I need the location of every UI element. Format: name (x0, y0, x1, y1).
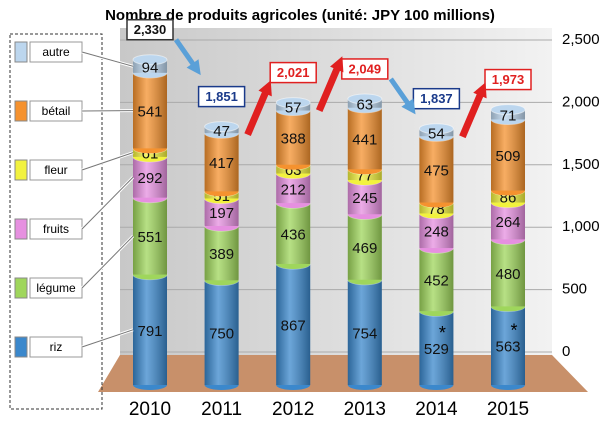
data-label: 436 (281, 227, 306, 244)
data-label: 563 (495, 339, 520, 356)
legend-label: bétail (42, 104, 71, 118)
x-tick-label: 2013 (344, 399, 386, 420)
annotation: * (510, 320, 517, 340)
annotation: * (439, 323, 446, 343)
data-label: 197 (209, 205, 234, 222)
legend-swatch (15, 219, 27, 239)
x-tick-label: 2012 (272, 399, 314, 420)
legend-swatch (15, 160, 27, 180)
legend-label: autre (42, 45, 70, 59)
legend-label: légume (36, 281, 76, 295)
data-label: 63 (356, 96, 373, 113)
data-label: 867 (281, 317, 306, 334)
y-tick-label: 0 (562, 343, 570, 360)
data-label: 71 (500, 107, 517, 124)
data-label: 541 (137, 104, 162, 121)
data-label: 417 (209, 155, 234, 172)
data-label: 57 (285, 100, 302, 117)
data-label: 264 (495, 214, 520, 231)
y-tick-label: 2,000 (562, 93, 600, 110)
legend-label: riz (50, 340, 63, 354)
data-label: 551 (137, 229, 162, 246)
data-label: 212 (281, 181, 306, 198)
data-label: 509 (495, 148, 520, 165)
data-label: 388 (281, 131, 306, 148)
data-label: 754 (352, 325, 377, 342)
data-label: 245 (352, 190, 377, 207)
total-label: 1,851 (205, 89, 238, 104)
y-tick-label: 1,000 (562, 218, 600, 235)
x-tick-label: 2015 (487, 399, 529, 420)
data-label: 54 (428, 125, 445, 142)
total-label: 1,973 (492, 72, 525, 87)
data-label: 475 (424, 162, 449, 179)
data-label: 389 (209, 246, 234, 263)
x-tick-label: 2014 (415, 399, 458, 420)
y-tick-label: 500 (562, 281, 587, 298)
data-label: 452 (424, 273, 449, 290)
data-label: 791 (137, 323, 162, 340)
data-label: 469 (352, 240, 377, 257)
legend-label: fruits (43, 222, 69, 236)
data-label: 480 (495, 266, 520, 283)
data-label: 47 (213, 123, 230, 140)
data-label: 94 (142, 59, 159, 76)
legend-label: fleur (44, 163, 67, 177)
x-tick-label: 2010 (129, 399, 171, 420)
total-label: 2,021 (277, 65, 310, 80)
legend-swatch (15, 101, 27, 121)
data-label: 292 (137, 170, 162, 187)
data-label: 529 (424, 341, 449, 358)
total-label: 2,049 (349, 61, 382, 76)
x-tick-label: 2011 (201, 399, 242, 420)
total-label: 1,837 (420, 91, 453, 106)
data-label: 248 (424, 224, 449, 241)
y-tick-label: 2,500 (562, 31, 600, 48)
legend-swatch (15, 278, 27, 298)
legend-swatch (15, 42, 27, 62)
y-tick-label: 1,500 (562, 156, 600, 173)
data-label: 441 (352, 132, 377, 149)
data-label: 750 (209, 326, 234, 343)
total-label: 2,330 (134, 22, 167, 37)
legend-swatch (15, 337, 27, 357)
chart: Nombre de produits agricoles (unité: JPY… (0, 0, 602, 425)
